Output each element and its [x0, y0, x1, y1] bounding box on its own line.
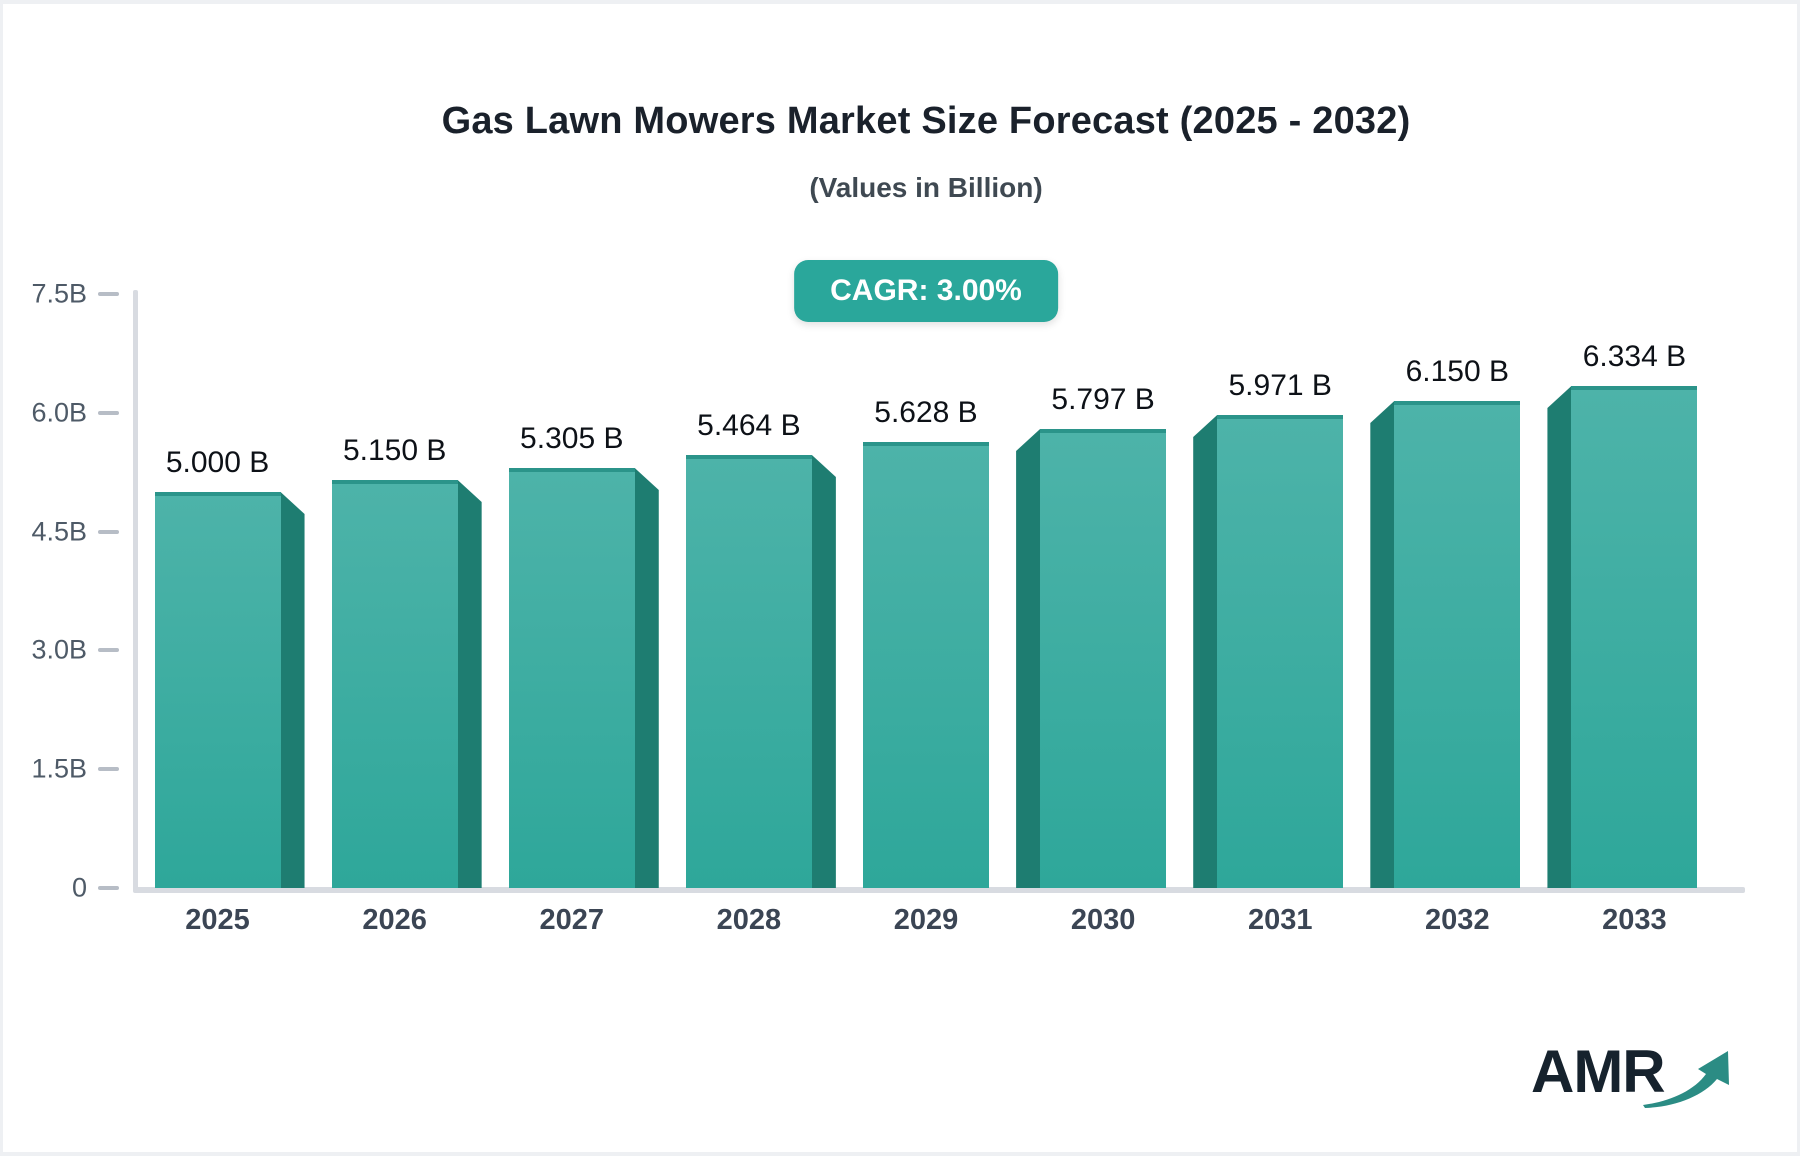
- bar-3d-side: [280, 492, 305, 888]
- x-axis-label-2028: 2028: [716, 904, 782, 936]
- y-tick-label: 3.0B: [31, 634, 87, 665]
- bar-slot-2031: 5.971 B 2031: [1192, 294, 1369, 936]
- cagr-badge-label: CAGR: 3.00%: [830, 274, 1022, 307]
- x-axis-label-2027: 2027: [539, 904, 605, 936]
- bars-container: 5.000 B 2025 5.150 B 2026 5.305 B 2027 5.464 B…: [129, 294, 1723, 936]
- bar-slot-2028: 5.464 B 2028: [660, 294, 837, 936]
- bar-3d-side: [1193, 415, 1218, 888]
- bar-2032: [1394, 401, 1521, 888]
- bar-slot-2026: 5.150 B 2026: [306, 294, 483, 936]
- bar-value-label: 6.150 B: [1405, 355, 1510, 388]
- x-axis-label-2030: 2030: [1070, 904, 1136, 936]
- bar-2033: [1571, 386, 1698, 888]
- y-tick-label: 6.0B: [31, 397, 87, 428]
- bar-2031: [1217, 415, 1344, 888]
- bar-slot-2032: 6.150 B 2032: [1369, 294, 1546, 936]
- x-axis-label-2033: 2033: [1602, 904, 1667, 936]
- y-tick-label: 7.5B: [31, 278, 87, 309]
- chart-title: Gas Lawn Mowers Market Size Forecast (20…: [441, 100, 1411, 142]
- amr-logo: AMR: [1531, 1038, 1729, 1112]
- bar-slot-2025: 5.000 B 2025: [129, 294, 306, 936]
- bar-3d-side: [1370, 401, 1395, 888]
- y-tick-mark: [98, 648, 119, 653]
- x-axis-label-2026: 2026: [362, 904, 427, 936]
- bar-value-label: 5.797 B: [1051, 383, 1155, 416]
- bar-3d-side: [1547, 386, 1572, 888]
- y-axis: 7.5B 6.0B 4.5B 3.0B 1.5B 0: [3, 279, 129, 903]
- bar-value-label: 5.000 B: [165, 446, 270, 479]
- chart-subtitle: (Values in Billion): [809, 172, 1043, 203]
- bar-slot-2027: 5.305 B 2027: [483, 294, 660, 936]
- x-axis-label-2031: 2031: [1247, 904, 1313, 936]
- y-tick-mark: [98, 767, 119, 772]
- bar-2029: [862, 442, 989, 888]
- y-tick-label: 1.5B: [31, 753, 87, 784]
- amr-logo-text: AMR: [1531, 1038, 1666, 1105]
- bar-2028: [685, 455, 812, 888]
- x-axis-label-2025: 2025: [185, 904, 250, 936]
- bar-value-label: 5.628 B: [874, 396, 978, 429]
- bar-slot-2030: 5.797 B 2030: [1015, 294, 1192, 936]
- amr-logo-arrow-icon: [1643, 1051, 1729, 1108]
- y-tick-mark: [98, 529, 119, 534]
- y-tick-mark: [98, 292, 119, 296]
- bar-3d-side: [634, 468, 659, 888]
- x-axis-label-2029: 2029: [893, 904, 959, 936]
- bar-3d-side: [1016, 429, 1041, 888]
- bar-slot-2033: 6.334 B 2033: [1546, 294, 1723, 936]
- x-axis-line: [133, 887, 1745, 893]
- y-axis-line: [133, 290, 138, 891]
- bar-value-label: 5.464 B: [697, 409, 801, 442]
- bar-2026: [331, 480, 458, 888]
- bar-value-label: 5.971 B: [1228, 369, 1332, 402]
- bar-value-label: 5.305 B: [520, 422, 624, 455]
- chart-card: Gas Lawn Mowers Market Size Forecast (20…: [3, 4, 1797, 1152]
- y-tick-label: 0: [71, 872, 87, 903]
- bar-2027: [508, 468, 635, 888]
- x-axis-label-2032: 2032: [1425, 904, 1490, 936]
- bar-3d-side: [457, 480, 482, 888]
- y-tick-label: 4.5B: [31, 516, 87, 547]
- y-tick-mark: [98, 410, 119, 415]
- bar-2030: [1040, 429, 1167, 888]
- bar-3d-side: [811, 455, 836, 888]
- cagr-badge: CAGR: 3.00%: [794, 260, 1058, 322]
- bar-value-label: 6.334 B: [1582, 340, 1687, 373]
- bar-value-label: 5.150 B: [342, 434, 447, 467]
- y-tick-mark: [98, 886, 119, 890]
- bar-slot-2029: 5.628 B 2029: [837, 294, 1014, 936]
- bar-2025: [154, 492, 281, 888]
